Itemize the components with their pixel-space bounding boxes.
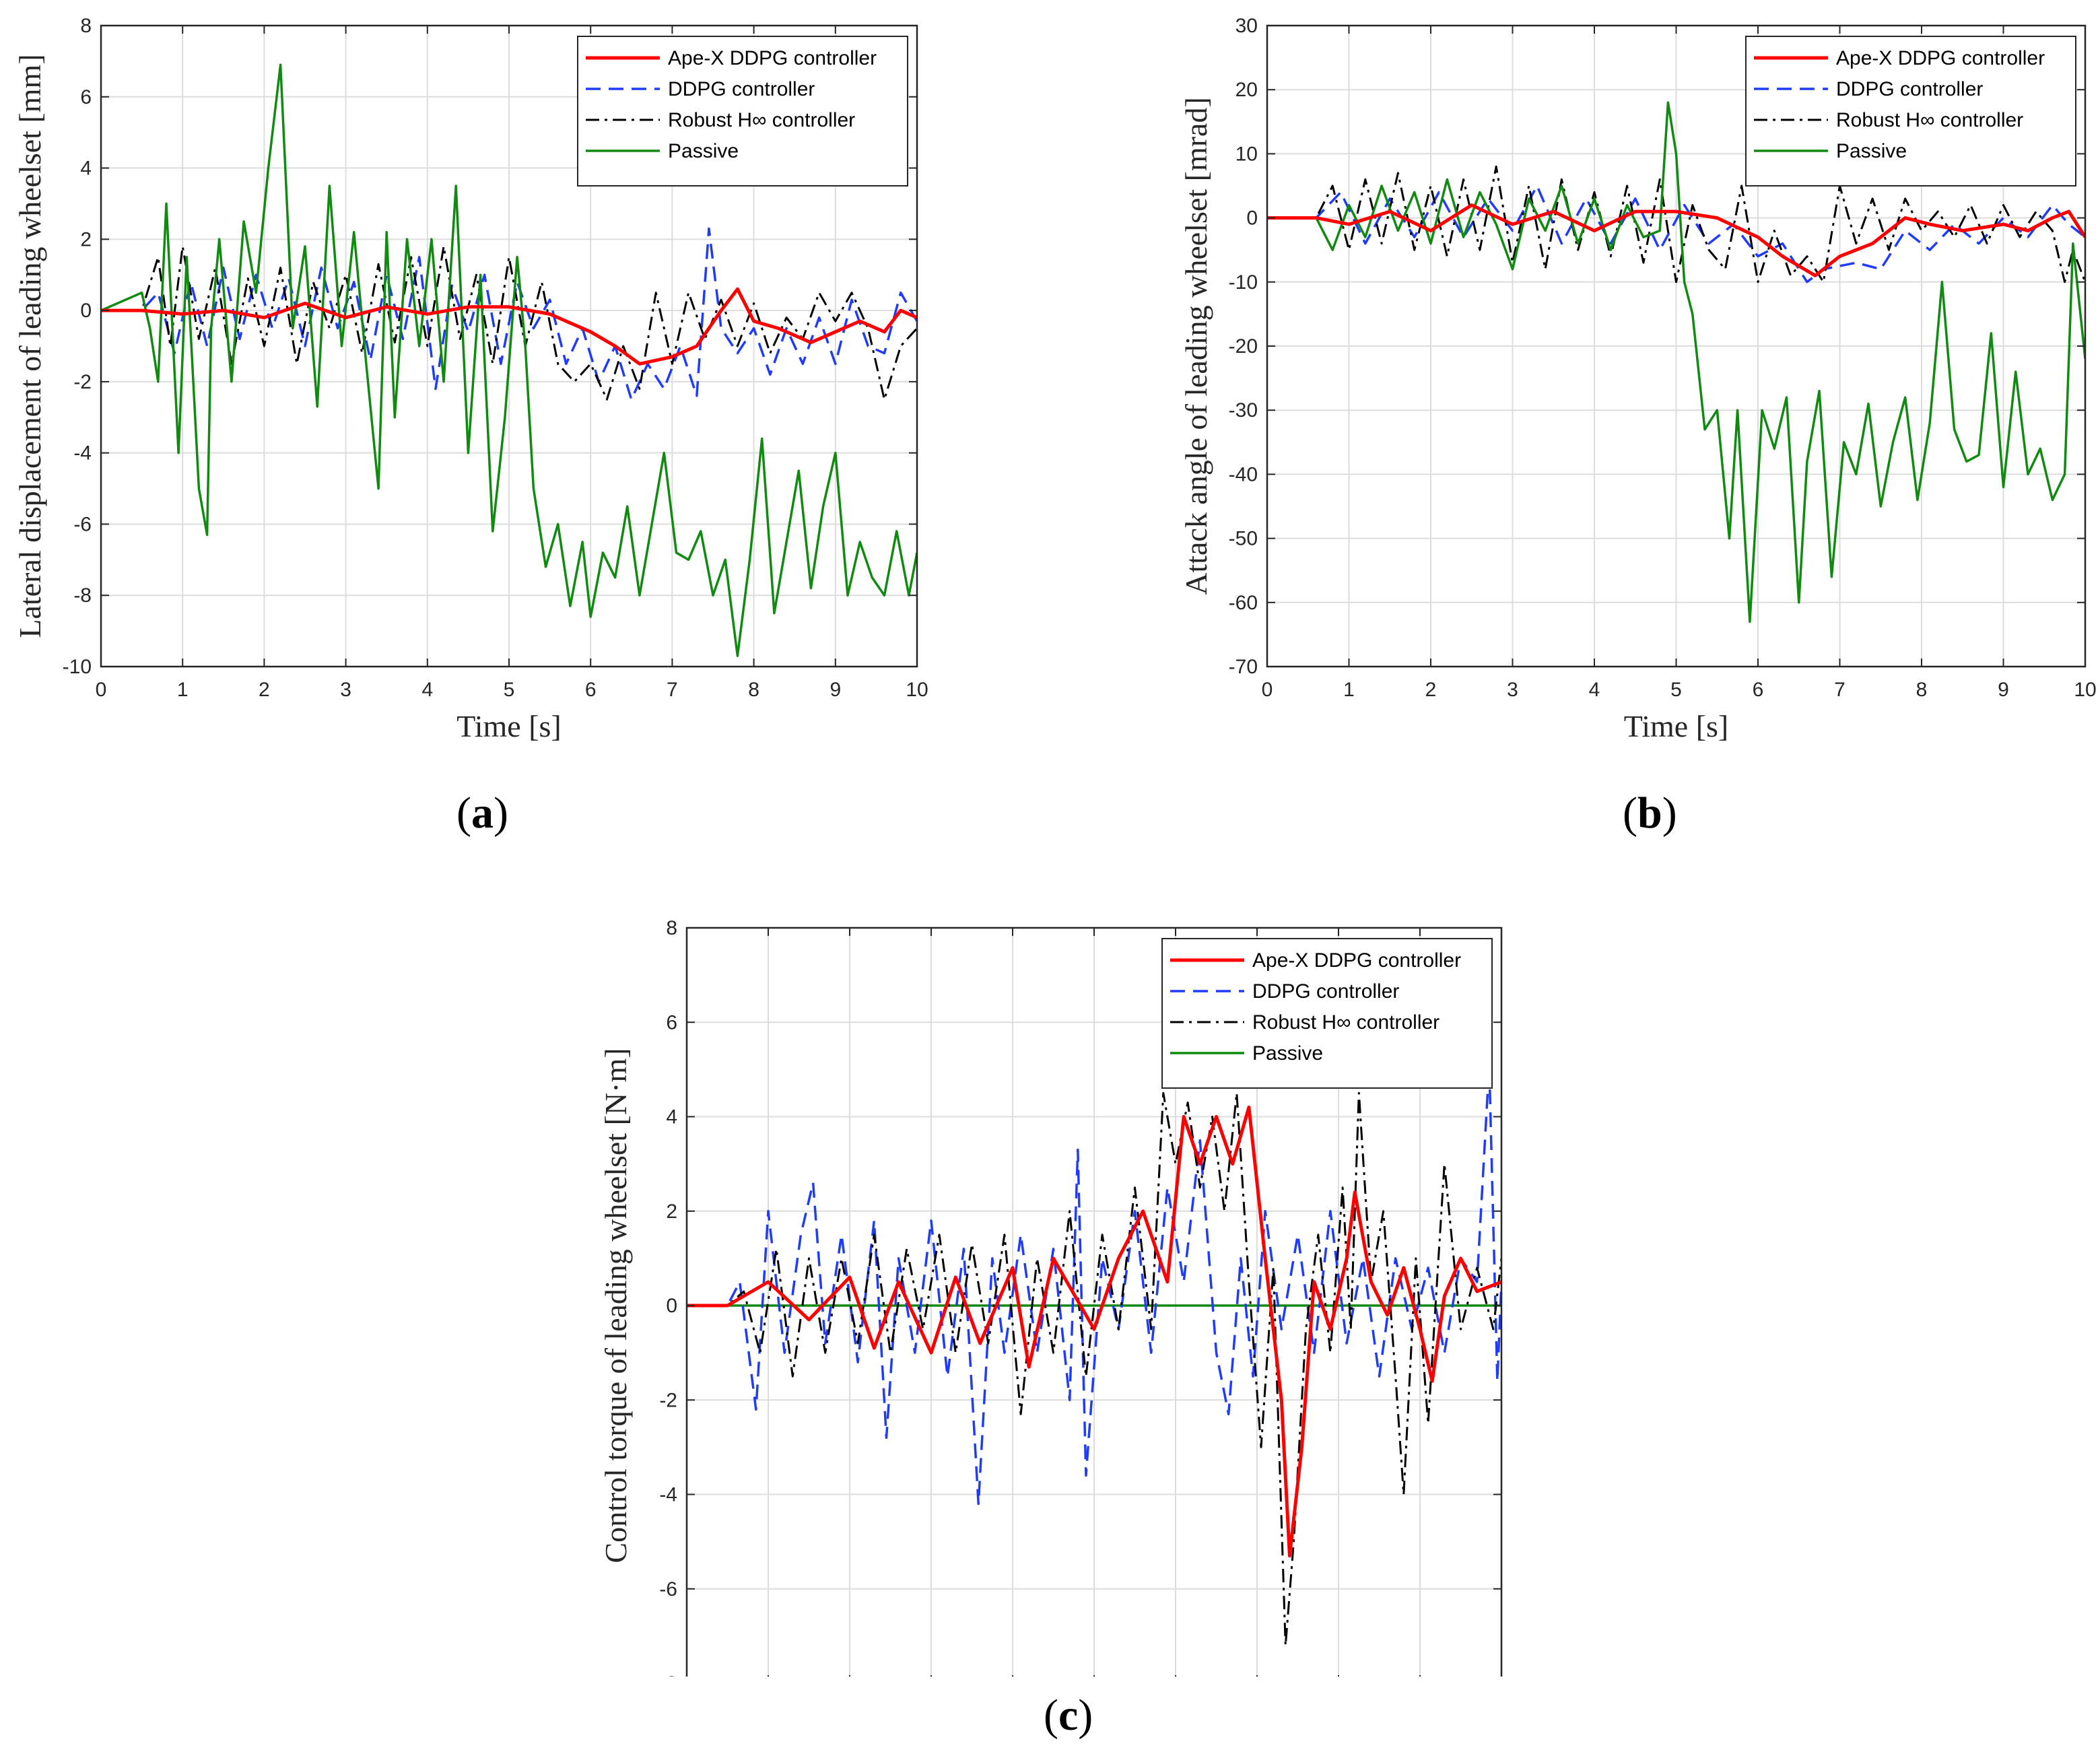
y-axis-label: Lateral displacement of leading wheelset…	[13, 54, 47, 638]
legend-box	[1745, 36, 2076, 187]
legend-label-passive: Passive	[1836, 140, 1907, 162]
y-tick-label: 10	[1235, 143, 1258, 165]
y-tick-label: -20	[1229, 335, 1258, 358]
legend-box	[1161, 938, 1493, 1089]
x-tick-label: 0	[96, 679, 107, 701]
caption-a: (a)	[456, 788, 508, 838]
legend-label-apex: Ape-X DDPG controller	[668, 47, 877, 69]
chart-panel-b: 0 1 2 3 4 5 6 7 8 9 10 -70 -60 -50 -40 -30 -20 -10 0 10 20 30…	[1179, 15, 2097, 743]
series-line-robust	[101, 245, 917, 401]
y-tick-label: -40	[1229, 463, 1258, 485]
legend-label-ddpg: DDPG controller	[668, 78, 815, 100]
x-tick-label: 0	[1262, 679, 1273, 701]
x-tick-label: 9	[1998, 679, 2009, 701]
series-line-ddpg	[1267, 184, 2085, 283]
caption-c: (c)	[1044, 1691, 1093, 1740]
x-tick-label: 7	[1834, 679, 1845, 701]
y-tick-label: 4	[80, 158, 92, 180]
y-axis-label: Control torque of leading wheelset [N·m]	[599, 1048, 633, 1563]
y-tick-label: 0	[80, 300, 92, 322]
y-tick-label: -4	[73, 442, 92, 465]
x-tick-label: 5	[1670, 679, 1682, 701]
legend-label-passive: Passive	[668, 140, 739, 162]
legend-label-ddpg: DDPG controller	[1836, 78, 1983, 100]
y-tick-label: 6	[666, 1011, 677, 1034]
y-tick-label: 2	[80, 228, 92, 250]
y-tick-label: 8	[80, 15, 92, 37]
x-tick-label: 9	[829, 679, 841, 701]
y-tick-label: -8	[659, 1673, 677, 1677]
caption-b: (b)	[1623, 788, 1677, 838]
x-tick-label: 3	[1507, 679, 1518, 701]
y-tick-label: -60	[1229, 592, 1258, 614]
x-tick-label: 8	[748, 679, 759, 701]
x-axis-label: Time [s]	[1624, 709, 1729, 743]
series-line-ddpg	[687, 1063, 1501, 1506]
x-axis-label: Time [s]	[456, 709, 562, 743]
y-tick-label: -4	[659, 1484, 677, 1506]
legend-label-robust: Robust H∞ controller	[1836, 109, 2023, 131]
y-tick-label: -8	[73, 584, 92, 607]
y-tick-label: -70	[1229, 656, 1258, 678]
x-tick-label: 8	[1916, 679, 1928, 701]
x-tick-label: 1	[177, 679, 189, 701]
series-line-apex	[687, 1106, 1501, 1558]
x-tick-label: 10	[2074, 679, 2096, 701]
series-line-passive	[101, 63, 917, 657]
y-tick-label: 6	[80, 86, 92, 108]
series-line-robust	[687, 1091, 1501, 1647]
series-line-ddpg	[101, 227, 917, 401]
legend-label-ddpg: DDPG controller	[1252, 980, 1399, 1003]
series-line-apex	[1267, 203, 2085, 277]
x-tick-label: 2	[259, 679, 270, 701]
legend-box	[577, 36, 908, 187]
y-tick-label: 20	[1235, 79, 1258, 101]
x-tick-label: 2	[1425, 679, 1437, 701]
y-tick-label: -2	[73, 371, 92, 393]
y-tick-label: 30	[1235, 15, 1258, 37]
y-tick-label: 2	[666, 1201, 677, 1223]
y-tick-label: 8	[666, 917, 677, 939]
x-tick-label: 6	[585, 679, 597, 701]
chart-panel-a: 0 1 2 3 4 5 6 7 8 9 10 -10 -8 -6 -4 -2 0 2 4 6 8 Time [s] Late…	[13, 15, 928, 743]
legend-label-robust: Robust H∞ controller	[668, 109, 855, 131]
x-tick-label: 7	[667, 679, 678, 701]
x-tick-label: 1	[1343, 679, 1355, 701]
legend-label-robust: Robust H∞ controller	[1252, 1011, 1439, 1034]
series-line-robust	[1267, 165, 2085, 283]
y-tick-label: -6	[73, 513, 92, 535]
legend-label-apex: Ape-X DDPG controller	[1836, 47, 2045, 69]
y-tick-label: -10	[1229, 271, 1258, 294]
y-tick-label: -6	[659, 1578, 677, 1600]
legend-label-apex: Ape-X DDPG controller	[1252, 949, 1461, 972]
y-tick-label: -2	[659, 1389, 677, 1411]
y-tick-label: 0	[1246, 207, 1258, 230]
y-axis-label: Attack angle of leading wheelset [mrad]	[1179, 97, 1213, 595]
y-tick-label: 0	[666, 1295, 677, 1317]
x-tick-label: 6	[1753, 679, 1764, 701]
series-line-passive	[1267, 101, 2085, 623]
y-tick-label: -30	[1229, 399, 1258, 421]
x-tick-label: 4	[421, 679, 433, 701]
x-tick-label: 4	[1589, 679, 1600, 701]
legend-label-passive: Passive	[1252, 1042, 1323, 1065]
x-tick-label: 3	[340, 679, 351, 701]
y-tick-label: -50	[1229, 528, 1258, 550]
y-tick-label: -10	[63, 656, 92, 678]
x-tick-label: 10	[906, 679, 928, 701]
x-tick-label: 5	[504, 679, 515, 701]
series-line-apex	[101, 287, 917, 366]
y-tick-label: 4	[666, 1106, 677, 1128]
